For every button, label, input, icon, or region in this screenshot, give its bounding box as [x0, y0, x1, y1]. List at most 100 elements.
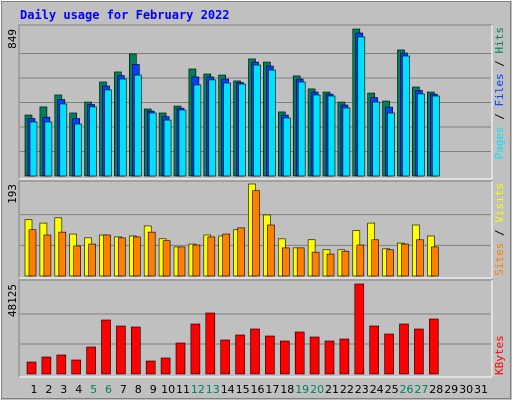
bar: [175, 342, 186, 375]
legend-separator: /: [493, 54, 506, 74]
x-tick-label: 3: [60, 383, 67, 396]
x-tick-label: 15: [236, 383, 250, 396]
x-tick-label: 1: [31, 383, 38, 396]
bar: [294, 331, 305, 375]
bar: [279, 340, 290, 375]
bar: [384, 333, 394, 375]
bar: [44, 121, 53, 177]
legend: Pages / Files / Hits: [493, 27, 506, 160]
x-tick-label: 18: [280, 383, 294, 396]
bar: [192, 244, 201, 277]
bar: [324, 340, 335, 375]
bar: [369, 325, 380, 375]
x-tick-label: 29: [444, 383, 458, 396]
bar: [193, 84, 202, 177]
bar: [253, 64, 261, 177]
bar: [178, 109, 187, 177]
legend: Sites / Visits: [493, 183, 506, 276]
bar: [282, 117, 291, 177]
x-tick-label: 21: [325, 383, 339, 396]
legend-separator: /: [493, 223, 506, 243]
bar: [56, 354, 67, 375]
bar: [104, 89, 112, 177]
bar: [163, 119, 172, 177]
bar: [177, 246, 186, 277]
bar: [116, 325, 126, 375]
bar: [162, 240, 171, 277]
x-tick-label: 30: [459, 383, 473, 396]
bar: [134, 74, 142, 177]
bar: [326, 253, 335, 277]
bar: [220, 339, 230, 375]
bar: [29, 121, 38, 177]
bar: [118, 237, 126, 277]
x-tick-label: 24: [370, 383, 384, 396]
bar: [250, 328, 260, 375]
bar: [119, 78, 127, 177]
bar: [133, 236, 141, 277]
bar: [327, 95, 336, 177]
x-tick-label: 19: [295, 383, 309, 396]
bar: [73, 245, 81, 277]
bar: [238, 83, 246, 177]
bar: [402, 55, 410, 177]
legend-entry: Pages: [493, 126, 506, 159]
x-tick-label: 26: [400, 383, 414, 396]
bar: [309, 336, 320, 375]
bar: [428, 318, 439, 375]
bar: [71, 359, 81, 375]
legend-entry: Sites: [493, 243, 506, 276]
bar: [205, 312, 216, 375]
bar: [207, 236, 216, 277]
legend-entry: Files: [493, 73, 506, 106]
chart-title: Daily usage for February 2022: [20, 8, 230, 22]
bar: [281, 247, 290, 277]
bar: [190, 323, 201, 375]
x-tick-label: 12: [191, 383, 205, 396]
bar: [267, 224, 275, 277]
x-tick-label: 16: [251, 383, 265, 396]
bar: [89, 106, 97, 177]
bar: [74, 123, 82, 177]
x-tick-label: 17: [265, 383, 279, 396]
x-tick-label: 8: [135, 383, 142, 396]
x-tick-label: 25: [385, 383, 399, 396]
bar: [356, 244, 365, 277]
bar: [386, 249, 394, 277]
x-tick-label: 22: [340, 383, 354, 396]
x-tick-label: 23: [355, 383, 369, 396]
x-tick-label: 5: [90, 383, 97, 396]
bar: [58, 231, 67, 277]
bar: [354, 283, 365, 375]
bar: [101, 319, 111, 375]
x-tick-label: 20: [310, 383, 324, 396]
bar: [147, 231, 156, 277]
x-tick-label: 7: [120, 383, 127, 396]
y-tick-label: 193: [6, 184, 19, 204]
bar: [265, 335, 275, 375]
bar: [148, 112, 157, 177]
x-tick-label: 31: [474, 383, 488, 396]
bar: [160, 357, 171, 375]
bar: [430, 246, 439, 277]
legend-entry: KBytes: [493, 335, 506, 375]
bar: [371, 239, 380, 277]
bar: [414, 328, 424, 375]
bar: [296, 247, 305, 277]
bar: [237, 227, 245, 277]
x-tick-label: 27: [414, 383, 428, 396]
x-tick-label: 14: [221, 383, 235, 396]
x-tick-label: 28: [429, 383, 443, 396]
bar: [208, 79, 217, 177]
y-tick-label: 849: [6, 29, 19, 49]
bar: [399, 323, 409, 375]
legend-separator: /: [493, 107, 506, 127]
x-tick-label: 11: [176, 383, 190, 396]
legend-entry: Hits: [493, 27, 506, 54]
bar: [342, 107, 351, 177]
bar: [357, 36, 366, 177]
bar: [26, 361, 37, 375]
bar: [252, 190, 260, 277]
